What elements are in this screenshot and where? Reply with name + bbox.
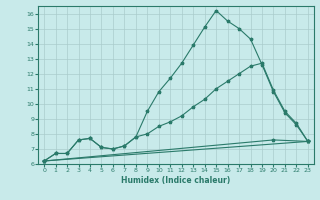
X-axis label: Humidex (Indice chaleur): Humidex (Indice chaleur) xyxy=(121,176,231,185)
